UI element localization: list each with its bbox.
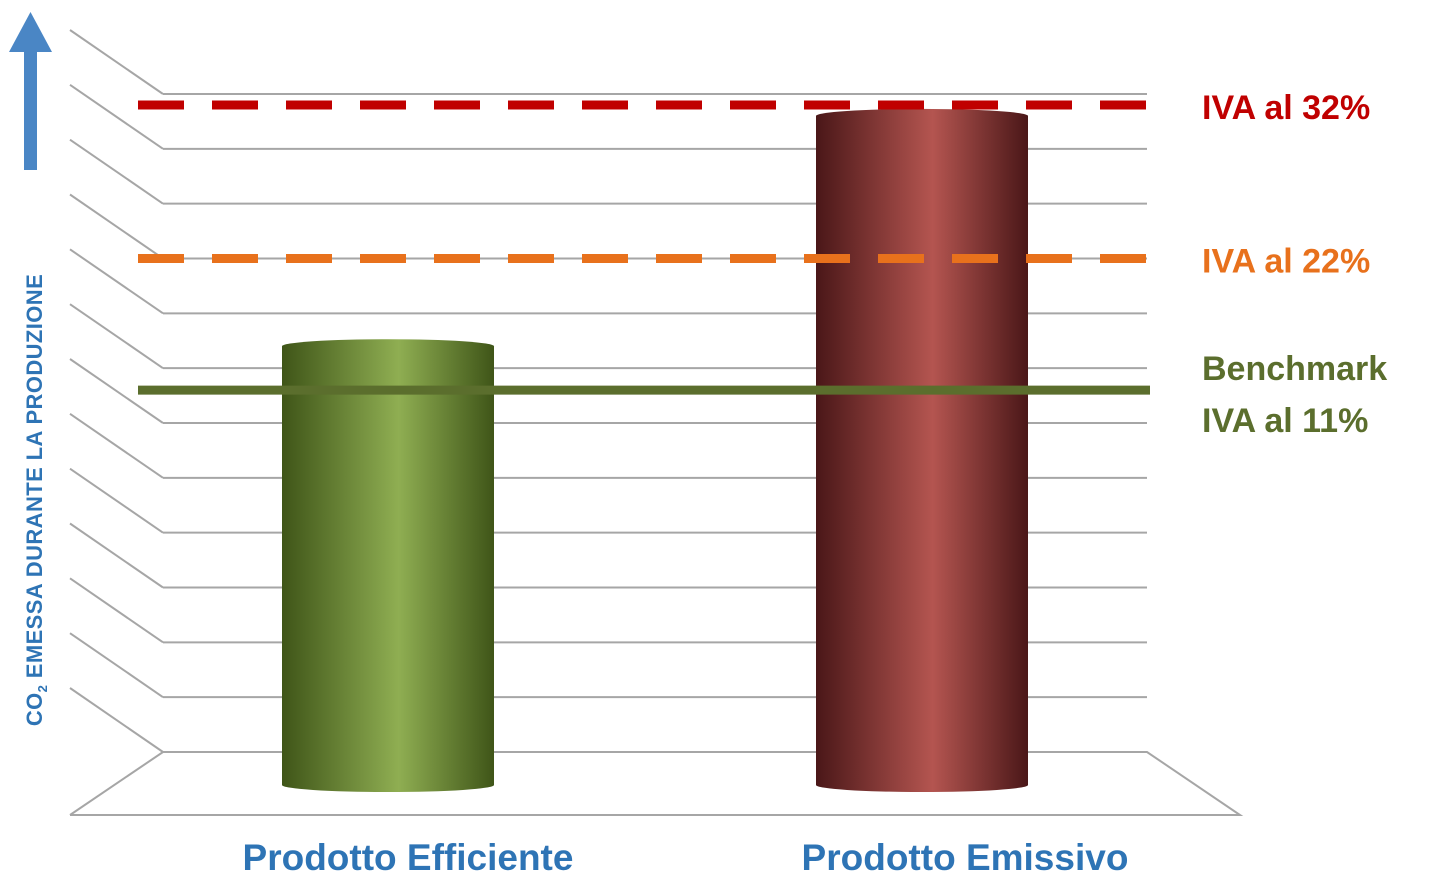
bar-prodotto-efficiente: [282, 339, 494, 792]
up-arrow-icon: [9, 12, 52, 170]
gridline-depth: [69, 467, 164, 534]
gridline-depth: [69, 522, 164, 589]
reference-label-0: Benchmark: [1202, 350, 1387, 388]
floor: [69, 751, 1244, 816]
gridline-depth: [69, 577, 164, 644]
grid: [69, 29, 1244, 816]
gridline-depth: [69, 138, 164, 205]
reference-label-2: IVA al 32%: [1202, 89, 1370, 127]
bar-prodotto-emissivo: [816, 108, 1028, 792]
category-label: Prodotto Emissivo: [802, 837, 1129, 875]
gridline-depth: [69, 84, 164, 150]
gridline-depth: [69, 29, 164, 95]
gridline-depth: [69, 687, 164, 753]
reference-label-0: IVA al 11%: [1202, 402, 1368, 440]
y-axis-label-rest: EMESSA DURANTE LA PRODUZIONE: [21, 273, 47, 685]
bars: [282, 108, 1028, 792]
gridline-depth: [69, 413, 164, 479]
y-axis-label-prefix: CO: [21, 692, 47, 727]
category-labels: Prodotto Efficiente Prodotto Emissivo: [243, 837, 1129, 878]
gridline-depth: [69, 632, 164, 698]
gridline-depth: [69, 193, 164, 260]
gridline-depth: [69, 248, 164, 315]
gridline-depth: [69, 303, 164, 369]
reference-label-1: IVA al 22%: [1202, 243, 1370, 281]
category-label: Prodotto Efficiente: [243, 837, 574, 875]
y-axis-label: CO2 EMESSA DURANTE LA PRODUZIONE: [22, 274, 50, 726]
y-axis-label-sub: 2: [35, 684, 51, 693]
gridline-depth: [69, 358, 164, 424]
reference-lines: Benchmark IVA al 11% IVA al 22% IVA al 32%: [138, 89, 1387, 440]
